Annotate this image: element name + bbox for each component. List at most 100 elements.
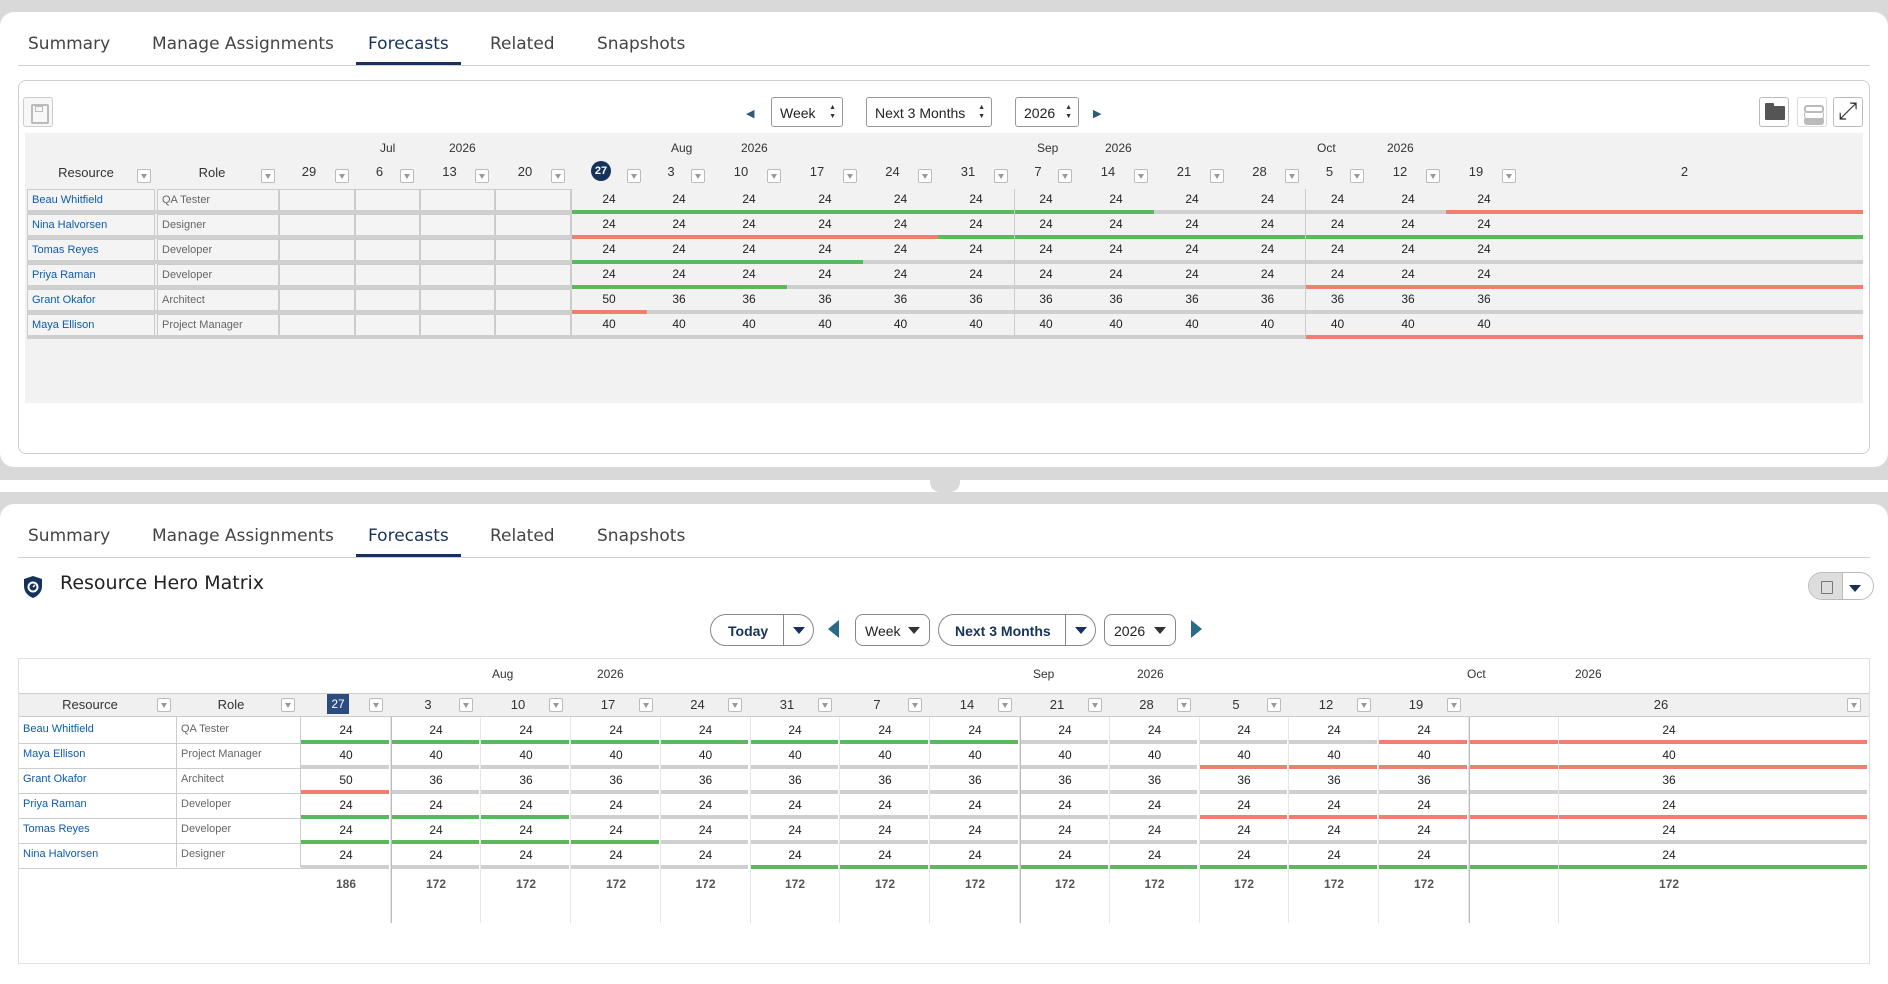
forecast-value[interactable]: 24 xyxy=(1401,267,1415,281)
filter-icon[interactable] xyxy=(261,169,275,183)
forecast-value[interactable]: 36 xyxy=(1260,292,1275,306)
forecast-value[interactable]: 24 xyxy=(609,823,623,837)
filter-icon[interactable] xyxy=(369,698,383,712)
forecast-value[interactable]: 40 xyxy=(968,748,982,762)
forecast-value[interactable]: 24 xyxy=(339,798,353,812)
next-period-icon[interactable] xyxy=(1191,620,1202,638)
filter-icon[interactable] xyxy=(1177,698,1191,712)
forecast-value[interactable]: 40 xyxy=(878,748,892,762)
forecast-value[interactable]: 24 xyxy=(1109,192,1123,206)
filter-icon[interactable] xyxy=(994,169,1008,183)
year-select[interactable]: 2026 xyxy=(1104,614,1176,646)
filter-icon[interactable] xyxy=(627,169,641,183)
forecast-value[interactable]: 24 xyxy=(1330,192,1345,206)
forecast-value[interactable]: 36 xyxy=(1147,773,1162,787)
filter-icon[interactable] xyxy=(1357,698,1371,712)
forecast-value[interactable]: 24 xyxy=(1185,242,1199,256)
filter-icon[interactable] xyxy=(549,698,563,712)
forecast-value[interactable]: 24 xyxy=(1109,242,1123,256)
tab-manage-assignments[interactable]: Manage Assignments xyxy=(152,34,334,54)
filter-icon[interactable] xyxy=(1210,169,1224,183)
forecast-value[interactable]: 36 xyxy=(968,773,982,787)
forecast-value[interactable]: 24 xyxy=(878,823,892,837)
tab-summary[interactable]: Summary xyxy=(28,34,111,54)
resource-link[interactable]: Grant Okafor xyxy=(27,289,155,311)
forecast-value[interactable]: 40 xyxy=(602,317,616,331)
forecast-value[interactable]: 24 xyxy=(1327,723,1341,737)
forecast-value[interactable]: 24 xyxy=(609,723,623,737)
filter-icon[interactable] xyxy=(1426,169,1440,183)
forecast-value[interactable]: 40 xyxy=(1147,748,1162,762)
forecast-value[interactable]: 24 xyxy=(698,723,713,737)
filter-icon[interactable] xyxy=(918,169,932,183)
forecast-value[interactable]: 40 xyxy=(1327,748,1341,762)
forecast-value[interactable]: 24 xyxy=(519,823,533,837)
forecast-value[interactable]: 40 xyxy=(1401,317,1415,331)
forecast-value[interactable]: 24 xyxy=(1058,798,1072,812)
forecast-value[interactable]: 36 xyxy=(878,773,892,787)
filter-icon[interactable] xyxy=(1088,698,1102,712)
forecast-value[interactable]: 24 xyxy=(878,848,892,862)
forecast-value[interactable]: 24 xyxy=(672,192,686,206)
forecast-value[interactable]: 40 xyxy=(519,748,533,762)
forecast-value[interactable]: 24 xyxy=(1039,242,1053,256)
forecast-value[interactable]: 24 xyxy=(1147,823,1162,837)
forecast-value[interactable]: 24 xyxy=(1662,848,1676,862)
forecast-value[interactable]: 24 xyxy=(429,723,443,737)
forecast-value[interactable]: 24 xyxy=(1330,242,1345,256)
filter-icon[interactable] xyxy=(998,698,1012,712)
prev-period-icon[interactable]: ◀ xyxy=(746,108,755,120)
forecast-value[interactable]: 24 xyxy=(1662,823,1676,837)
forecast-value[interactable]: 40 xyxy=(1260,317,1275,331)
range-select[interactable]: Next 3 Months xyxy=(866,97,992,127)
forecast-value[interactable]: 24 xyxy=(893,267,908,281)
forecast-value[interactable]: 24 xyxy=(1662,723,1676,737)
forecast-value[interactable]: 24 xyxy=(519,723,533,737)
forecast-value[interactable]: 24 xyxy=(1477,242,1491,256)
filter-icon[interactable] xyxy=(728,698,742,712)
resource-link[interactable]: Tomas Reyes xyxy=(23,823,90,835)
prev-period-icon[interactable] xyxy=(828,620,839,638)
year-select[interactable]: 2026 xyxy=(1015,97,1079,127)
forecast-value[interactable]: 24 xyxy=(969,267,983,281)
filter-icon[interactable] xyxy=(137,169,151,183)
forecast-value[interactable]: 36 xyxy=(1327,773,1341,787)
forecast-value[interactable]: 24 xyxy=(1330,217,1345,231)
forecast-value[interactable]: 36 xyxy=(1330,292,1345,306)
forecast-value[interactable]: 24 xyxy=(742,242,756,256)
tab-related[interactable]: Related xyxy=(490,34,555,54)
forecast-value[interactable]: 24 xyxy=(339,723,353,737)
next-period-icon[interactable]: ▶ xyxy=(1093,108,1102,120)
forecast-value[interactable]: 24 xyxy=(1401,217,1415,231)
forecast-value[interactable]: 36 xyxy=(672,292,686,306)
forecast-value[interactable]: 24 xyxy=(742,217,756,231)
forecast-value[interactable]: 40 xyxy=(429,748,443,762)
forecast-value[interactable]: 24 xyxy=(1237,798,1251,812)
forecast-value[interactable]: 24 xyxy=(1327,798,1341,812)
forecast-value[interactable]: 24 xyxy=(893,242,908,256)
chevron-down-icon[interactable] xyxy=(1849,585,1861,592)
forecast-value[interactable]: 36 xyxy=(1477,292,1491,306)
save-menu-button[interactable] xyxy=(1808,572,1874,600)
forecast-value[interactable]: 24 xyxy=(1260,267,1275,281)
forecast-value[interactable]: 24 xyxy=(1260,192,1275,206)
resource-link[interactable]: Beau Whitfield xyxy=(27,189,155,211)
forecast-value[interactable]: 24 xyxy=(1477,192,1491,206)
forecast-value[interactable]: 36 xyxy=(969,292,983,306)
forecast-value[interactable]: 24 xyxy=(788,848,802,862)
forecast-value[interactable]: 24 xyxy=(893,192,908,206)
forecast-value[interactable]: 36 xyxy=(698,773,713,787)
forecast-value[interactable]: 24 xyxy=(698,848,713,862)
forecast-value[interactable]: 40 xyxy=(609,748,623,762)
forecast-value[interactable]: 24 xyxy=(968,823,982,837)
forecast-value[interactable]: 36 xyxy=(609,773,623,787)
forecast-value[interactable]: 40 xyxy=(969,317,983,331)
forecast-value[interactable]: 24 xyxy=(1417,848,1431,862)
tab-snapshots[interactable]: Snapshots xyxy=(597,34,686,54)
today-button[interactable]: Today xyxy=(710,614,814,646)
forecast-value[interactable]: 24 xyxy=(1327,848,1341,862)
forecast-value[interactable]: 24 xyxy=(429,823,443,837)
forecast-value[interactable]: 24 xyxy=(1147,848,1162,862)
resource-link[interactable]: Tomas Reyes xyxy=(27,239,155,261)
forecast-value[interactable]: 24 xyxy=(1039,192,1053,206)
